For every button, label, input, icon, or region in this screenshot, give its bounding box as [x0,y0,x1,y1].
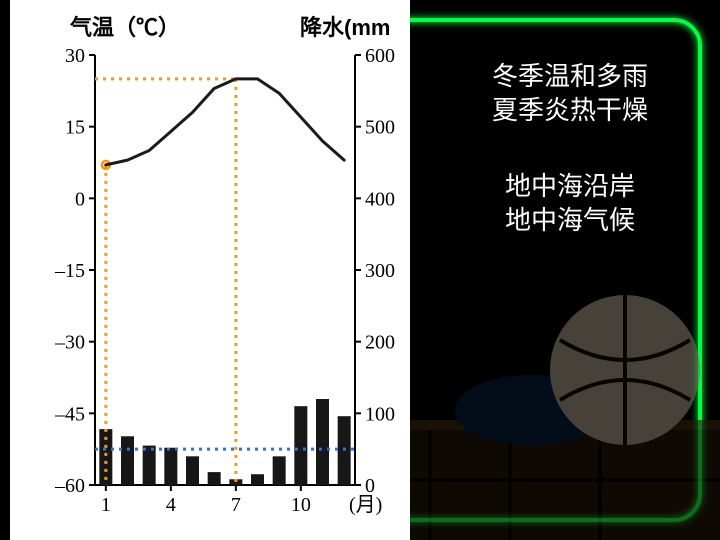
climate-chart: 30150–15–30–45–6060050040030020010001471… [10,0,410,540]
summary-line: 地中海气候 [440,204,700,238]
summary-line: 地中海沿岸 [440,170,700,204]
summary-block-1: 冬季温和多雨 夏季炎热干燥 [440,60,700,128]
svg-text:–45: –45 [54,403,85,425]
svg-text:400: 400 [365,188,395,210]
svg-text:600: 600 [365,45,395,67]
summary-line: 冬季温和多雨 [440,60,700,94]
summary-block-2: 地中海沿岸 地中海气候 [440,170,700,238]
svg-text:15: 15 [65,117,85,139]
summary-line: 夏季炎热干燥 [440,94,700,128]
svg-text:–15: –15 [54,260,85,282]
svg-text:(月): (月) [349,494,382,516]
svg-text:500: 500 [365,117,395,139]
svg-text:100: 100 [365,403,395,425]
svg-text:1: 1 [101,494,111,516]
svg-text:200: 200 [365,332,395,354]
svg-text:300: 300 [365,260,395,282]
svg-text:0: 0 [75,188,85,210]
svg-text:–30: –30 [54,332,85,354]
chart-panel: 气温（℃） 降水(mm 30150–15–30–45–6060050040030… [10,0,410,540]
svg-text:7: 7 [231,494,241,516]
svg-text:30: 30 [65,45,85,67]
background-photo [400,260,720,540]
svg-text:10: 10 [291,494,311,516]
svg-text:–60: –60 [54,475,85,497]
svg-text:4: 4 [166,494,176,516]
